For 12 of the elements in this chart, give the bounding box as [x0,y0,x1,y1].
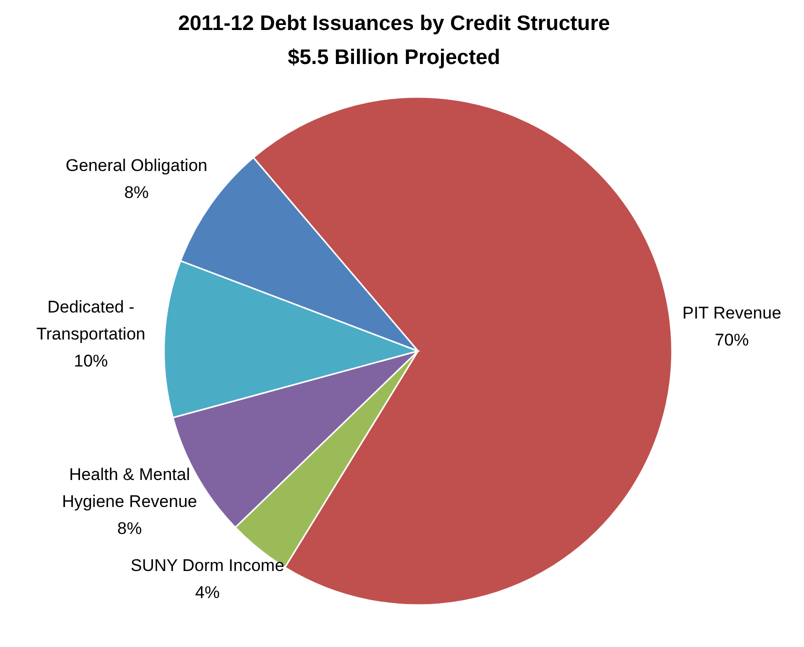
data-label: 8% [117,518,142,538]
chart-subtitle: $5.5 Billion Projected [288,46,500,69]
data-label: 8% [124,182,149,202]
slice-label: General Obligation [66,156,208,175]
slice-label: PIT Revenue [682,303,782,322]
slice-label: SUNY Dorm Income [130,556,284,575]
slice-label: Health & Mental Hygiene Revenue [62,464,198,511]
slice-label: Dedicated - Transportation [36,297,146,344]
data-label: 4% [195,582,220,602]
chart-title: 2011-12 Debt Issuances by Credit Structure [178,12,610,35]
data-label: 10% [74,351,108,370]
data-label: 70% [714,330,749,350]
